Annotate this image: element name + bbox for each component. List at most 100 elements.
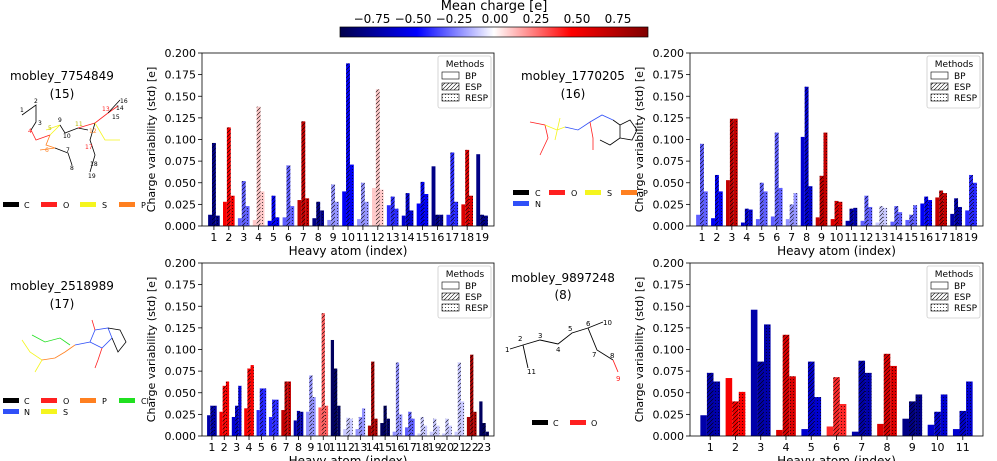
bar-hatch-resp-atom-19 <box>436 425 440 436</box>
bar-hatch-resp-atom-9 <box>335 201 339 226</box>
x-tick-label: 7 <box>283 441 290 454</box>
bar-hatch-esp-atom-7 <box>301 121 306 226</box>
bar-bp-atom-18 <box>461 204 466 226</box>
bar-bp-atom-6 <box>770 216 775 226</box>
atom-label: 8 <box>70 165 74 172</box>
x-tick-label: 14 <box>366 441 380 454</box>
bar-hatch-resp-atom-14 <box>898 212 903 226</box>
y-axis-label: Charge variability (std) [e] <box>633 67 646 212</box>
bar-bp-atom-5 <box>755 219 760 226</box>
legend-label-resp: RESP <box>465 94 489 104</box>
bar-bp-atom-2 <box>223 201 227 226</box>
bar-hatch-resp-atom-11 <box>364 201 369 226</box>
legend-label-bp: BP <box>465 72 477 82</box>
x-tick-label: 5 <box>258 441 265 454</box>
bar-bp-atom-2 <box>711 218 715 226</box>
y-tick-label: 0.000 <box>653 430 685 443</box>
bar-bp-atom-8 <box>293 420 297 436</box>
legend-swatch-n <box>3 409 19 414</box>
x-tick-label: 21 <box>452 441 466 454</box>
bar-hatch-resp-atom-1 <box>215 215 220 226</box>
bar-bp-atom-14 <box>367 425 372 436</box>
chart-mobley_2518989: 0.000 0.025 0.050 0.075 0.100 0.125 0.150 0.175… <box>145 257 495 461</box>
bar-bp-atom-12 <box>860 220 865 226</box>
bar-hatch-resp-atom-17 <box>411 418 415 436</box>
y-axis-label: Charge variability (std) [e] <box>145 277 158 422</box>
bar-hatch-esp-atom-1 <box>211 142 216 226</box>
bar-hatch-esp-atom-19 <box>433 418 437 436</box>
molecule-id: mobley_7754849 <box>10 69 114 83</box>
x-tick-label: 6 <box>833 441 840 454</box>
bar-bp-atom-21 <box>454 431 458 436</box>
atom-labels: 1 2 3 4 5 6 7 8 9 10 11 12 13 14 15 16 1… <box>20 98 128 180</box>
y-tick-label: 0.150 <box>165 300 197 313</box>
atom-label: 12 <box>89 128 97 135</box>
bar-hatch-esp-atom-9 <box>908 401 916 436</box>
bar-bp-atom-10 <box>318 407 322 436</box>
atom-label: 11 <box>75 121 83 128</box>
element-legend: C O P Cl N S <box>3 397 149 417</box>
colorbar: Mean charge [e] −0.75 −0.50 −0.25 0.00 0… <box>339 0 649 38</box>
legend-swatch-cl <box>119 398 135 403</box>
bar-bp-atom-20 <box>442 433 446 436</box>
bar-hatch-esp-atom-18 <box>420 416 424 436</box>
atom-label: 4 <box>556 346 561 354</box>
bar-bp-atom-12 <box>371 187 376 226</box>
bar-bp-atom-1 <box>696 214 701 226</box>
legend-label: P <box>141 201 146 210</box>
x-axis-label: Heavy atom (index) <box>289 454 408 461</box>
y-tick-label: 0.150 <box>165 90 197 103</box>
atom-label: 2 <box>518 335 522 343</box>
bar-hatch-resp-atom-7 <box>865 372 872 436</box>
bar-hatch-esp-atom-17 <box>450 152 455 226</box>
bar-bp-atom-1 <box>208 214 212 226</box>
bar-bp-atom-10 <box>830 219 835 226</box>
bar-hatch-resp-atom-18 <box>423 425 428 436</box>
bar-bp-atom-8 <box>312 218 317 226</box>
y-tick-label: 0.175 <box>653 279 685 292</box>
x-tick-label: 6 <box>285 231 292 244</box>
bar-hatch-resp-atom-11 <box>966 381 973 436</box>
bar-hatch-resp-atom-7 <box>305 198 310 226</box>
legend-swatch-hatch-esp <box>442 83 459 90</box>
bar-hatch-resp-atom-21 <box>460 401 465 436</box>
bar-hatch-resp-atom-11 <box>853 207 858 226</box>
bar-hatch-resp-atom-13 <box>361 408 366 436</box>
bar-bp-atom-7 <box>785 219 790 226</box>
bar-hatch-esp-atom-2 <box>226 127 231 226</box>
bar-hatch-esp-atom-23 <box>482 423 486 436</box>
bar-hatch-resp-atom-16 <box>928 200 933 226</box>
bar-hatch-resp-atom-17 <box>454 201 459 226</box>
bar-hatch-resp-atom-12 <box>868 206 873 226</box>
bar-bp-atom-14 <box>890 221 895 226</box>
atom-labels: 1 2 3 4 5 6 7 8 9 10 11 <box>505 319 620 383</box>
legend-swatch-c <box>3 202 19 207</box>
legend-label: P <box>102 397 107 406</box>
bar-bp-atom-15 <box>905 219 910 226</box>
x-tick-label: 9 <box>818 231 825 244</box>
bar-hatch-resp-atom-3 <box>238 385 242 436</box>
legend-label-bp: BP <box>954 282 966 292</box>
atom-label: 4 <box>28 128 32 135</box>
y-tick-label: 0.150 <box>653 90 685 103</box>
colorbar-tick: 0.00 <box>482 12 509 26</box>
bar-hatch-resp-atom-1 <box>213 405 217 436</box>
bar-hatch-esp-atom-3 <box>729 118 734 226</box>
bar-hatch-resp-atom-16 <box>439 214 444 226</box>
legend-swatch-p <box>621 190 637 195</box>
bar-bp-atom-4 <box>776 429 783 436</box>
x-tick-label: 19 <box>475 231 489 244</box>
bar-bp-atom-7 <box>297 200 302 226</box>
bar-hatch-esp-atom-9 <box>819 175 824 226</box>
bar-hatch-resp-atom-4 <box>250 365 254 436</box>
molecule-panel-2518989: mobley_2518989 (17) C O P Cl N S <box>3 279 149 417</box>
legend-swatch-p <box>119 202 135 207</box>
legend-label: O <box>63 201 69 210</box>
bar-hatch-resp-atom-14 <box>409 210 414 226</box>
bar-hatch-esp-atom-15 <box>909 214 914 226</box>
legend-swatch-s <box>585 190 601 195</box>
y-tick-label: 0.075 <box>165 155 197 168</box>
bar-bp-atom-16 <box>392 431 396 436</box>
x-tick-label: 9 <box>909 441 916 454</box>
